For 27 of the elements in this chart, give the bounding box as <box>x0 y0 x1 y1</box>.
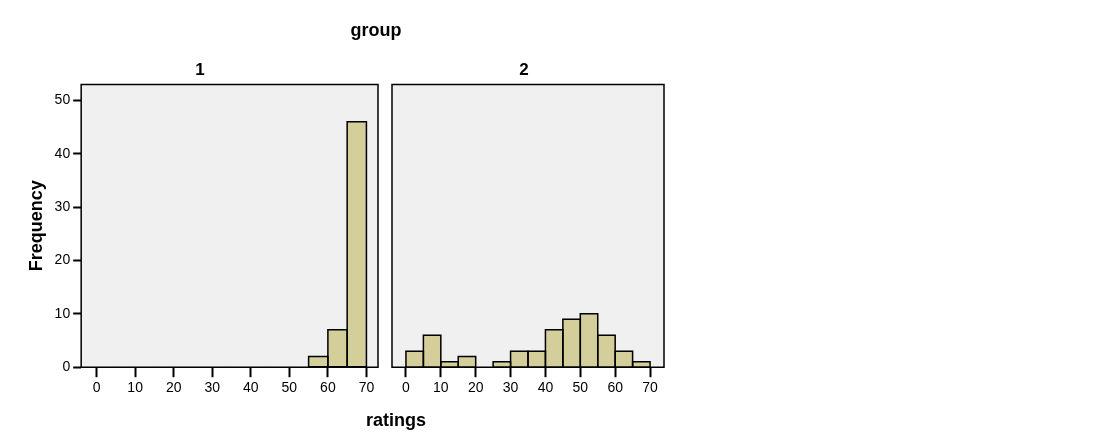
x-tick-label: 30 <box>204 379 221 396</box>
x-tick-label: 30 <box>502 379 519 396</box>
chart-title: group <box>349 20 403 41</box>
x-tick-label: 40 <box>537 379 554 396</box>
y-tick-label: 0 <box>62 358 71 375</box>
x-tick-label: 70 <box>358 379 375 396</box>
x-tick-label: 50 <box>281 379 298 396</box>
x-tick-label: 20 <box>165 379 182 396</box>
x-tick-label: 60 <box>607 379 624 396</box>
chart-subtitle: 1 <box>195 59 205 79</box>
y-tick-label: 40 <box>54 144 71 161</box>
y-tick-label: 10 <box>54 304 71 321</box>
y-axis-title: Frequency <box>25 180 46 272</box>
x-tick-label: 10 <box>127 379 144 396</box>
x-tick-label: 20 <box>467 379 484 396</box>
x-tick-label: 10 <box>433 379 449 396</box>
y-tick-label: 30 <box>54 197 71 214</box>
x-tick-label: 40 <box>243 379 259 396</box>
chart-subtitle: 2 <box>519 59 529 79</box>
x-tick-label: 70 <box>642 379 659 396</box>
y-tick-label: 20 <box>54 251 71 268</box>
y-tick-label: 50 <box>54 91 71 108</box>
x-tick-label: 0 <box>92 379 101 396</box>
x-tick-label: 50 <box>572 379 589 396</box>
x-axis-title: ratings <box>365 410 427 431</box>
x-tick-label: 0 <box>402 379 411 396</box>
x-tick-label: 60 <box>320 379 336 396</box>
